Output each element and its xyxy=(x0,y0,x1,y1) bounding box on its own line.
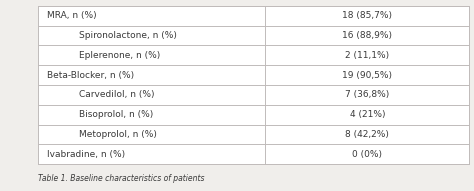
Text: 19 (90,5%): 19 (90,5%) xyxy=(342,71,392,80)
Text: 7 (36,8%): 7 (36,8%) xyxy=(345,90,390,99)
Text: 16 (88,9%): 16 (88,9%) xyxy=(342,31,392,40)
Text: 18 (85,7%): 18 (85,7%) xyxy=(342,11,392,20)
Text: MRA, n (%): MRA, n (%) xyxy=(47,11,97,20)
Text: 0 (0%): 0 (0%) xyxy=(352,150,383,159)
Text: Metoprolol, n (%): Metoprolol, n (%) xyxy=(79,130,157,139)
Text: Beta-Blocker, n (%): Beta-Blocker, n (%) xyxy=(47,71,135,80)
Text: Spironolactone, n (%): Spironolactone, n (%) xyxy=(79,31,177,40)
Text: Ivabradine, n (%): Ivabradine, n (%) xyxy=(47,150,126,159)
Text: 8 (42,2%): 8 (42,2%) xyxy=(346,130,389,139)
Text: 2 (11,1%): 2 (11,1%) xyxy=(345,51,390,60)
Text: Eplerenone, n (%): Eplerenone, n (%) xyxy=(79,51,160,60)
Text: Table 1. Baseline characteristics of patients: Table 1. Baseline characteristics of pat… xyxy=(38,174,204,183)
Bar xyxy=(38,6,469,164)
Text: Bisoprolol, n (%): Bisoprolol, n (%) xyxy=(79,110,153,119)
Text: Carvedilol, n (%): Carvedilol, n (%) xyxy=(79,90,155,99)
Text: 4 (21%): 4 (21%) xyxy=(350,110,385,119)
